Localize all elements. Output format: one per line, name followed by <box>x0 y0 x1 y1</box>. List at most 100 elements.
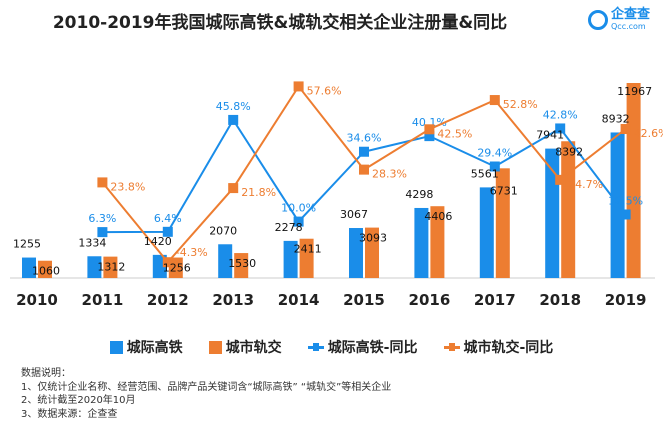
point-marker <box>359 146 369 157</box>
bar-value-label: 2278 <box>275 221 303 234</box>
yoy-label: 6.3% <box>88 212 116 225</box>
bar-urban-rail <box>430 206 445 278</box>
yoy-label: 28.3% <box>372 168 407 181</box>
bar-urban-rail <box>299 238 314 278</box>
note-line: 数据说明： <box>21 368 71 379</box>
logo-domain: Qcc.com <box>611 22 646 31</box>
bar-intercity <box>218 244 233 278</box>
bar-intercity <box>283 240 298 278</box>
legend-label: 城际高铁 <box>126 340 183 356</box>
bar-urban-rail <box>38 260 52 278</box>
yoy-label: 12.5% <box>608 195 643 208</box>
x-tick-label: 2015 <box>343 291 385 309</box>
bar-value-label: 1256 <box>163 262 191 275</box>
bar-value-label: 1420 <box>144 235 172 248</box>
yoy-label: 23.8% <box>110 180 145 193</box>
x-tick-label: 2019 <box>605 291 647 309</box>
legend: 城际高铁 城市轨交 城际高铁-同比 城市轨交-同比 <box>0 337 663 357</box>
note-line: 1、仅统计企业名称、经营范围、品牌产品关键词含“城际高铁” “城轨交”等相关企业 <box>21 381 392 393</box>
yoy-label: 57.6% <box>307 84 342 97</box>
bar-intercity <box>349 228 363 278</box>
plot-area: 2010 2011 2012 2013 2014 2015 2016 2017 2018 2019… <box>10 81 663 309</box>
x-tick-label: 2014 <box>278 291 320 309</box>
logo-name: 企查查 <box>611 7 651 22</box>
legend-item: 城市轨交-同比 <box>443 337 554 357</box>
legend-swatch <box>109 340 123 354</box>
point-marker <box>228 183 239 194</box>
point-marker <box>489 95 500 106</box>
point-marker <box>359 164 369 175</box>
bar-intercity <box>414 207 429 278</box>
point-marker <box>97 177 108 188</box>
yoy-label: 42.6% <box>634 127 663 140</box>
point-marker <box>97 227 108 238</box>
bar-value-label: 1060 <box>32 265 60 278</box>
bar-value-label: 6731 <box>490 184 518 197</box>
legend-swatch <box>307 342 324 351</box>
bar-value-label: 8932 <box>602 112 630 125</box>
legend-label: 城市轨交 <box>225 340 282 356</box>
yoy-label: 21.8% <box>241 186 276 199</box>
point-marker <box>489 161 500 172</box>
bar-value-label: 11967 <box>617 85 652 98</box>
point-marker <box>424 124 435 135</box>
bar-value-label: 5561 <box>471 167 499 180</box>
bar-urban-rail <box>365 227 379 278</box>
point-marker <box>424 131 435 142</box>
logo-icon <box>588 9 608 30</box>
qcc-logo: 企查查 Qcc.com <box>588 8 650 31</box>
bar-value-label: 1334 <box>78 236 106 249</box>
yoy-label: 34.6% <box>347 132 382 145</box>
bar-value-label: 2411 <box>294 243 322 256</box>
bar-value-label: 1255 <box>13 238 41 251</box>
bar-value-label: 1312 <box>97 261 125 274</box>
legend-swatch <box>208 340 222 354</box>
x-tick-label: 2010 <box>16 291 58 309</box>
bar-intercity <box>479 187 494 278</box>
legend-label: 城际高铁-同比 <box>327 340 418 356</box>
point-marker <box>620 209 631 220</box>
legend-item: 城际高铁 <box>109 337 183 357</box>
yoy-label: 42.8% <box>543 108 578 121</box>
point-marker <box>293 216 304 227</box>
legend-swatch <box>443 342 460 351</box>
yoy-label: 29.4% <box>477 147 512 160</box>
point-marker <box>555 123 566 134</box>
x-tick-label: 2013 <box>212 291 254 309</box>
point-marker <box>228 114 239 125</box>
note-line: 2、统计截至2020年10月 <box>21 395 136 406</box>
x-tick-label: 2011 <box>82 291 124 309</box>
bar-urban-rail <box>495 168 510 278</box>
bar-intercity <box>22 257 36 278</box>
yoy-label: 42.5% <box>437 127 472 140</box>
point-marker <box>620 124 631 135</box>
legend-item: 城市轨交 <box>208 337 282 357</box>
legend-label: 城市轨交-同比 <box>463 340 554 356</box>
yoy-label: -4.3% <box>176 246 208 259</box>
bar-urban-rail <box>561 141 576 278</box>
bar-value-label: 4298 <box>405 188 433 201</box>
yoy-label: 24.7% <box>568 178 603 191</box>
bar-intercity <box>87 256 102 278</box>
bar-urban-rail <box>103 256 118 278</box>
bar-value-label: 1530 <box>228 257 256 270</box>
bar-intercity <box>545 148 560 278</box>
bar-value-label: 4406 <box>424 210 452 223</box>
note-line: 3、数据来源：企查查 <box>21 408 118 420</box>
bar-urban-rail <box>234 253 249 278</box>
legend-item: 城际高铁-同比 <box>307 337 418 357</box>
bar-value-label: 8392 <box>555 145 583 158</box>
bar-value-label: 3093 <box>359 232 387 245</box>
point-marker <box>162 226 173 237</box>
bar-value-label: 7941 <box>536 129 564 142</box>
point-marker <box>162 257 173 268</box>
data-notes: 数据说明： 1、仅统计企业名称、经营范围、品牌产品关键词含“城际高铁” “城轨交… <box>21 367 391 421</box>
bar-value-label: 3067 <box>340 208 368 221</box>
x-tick-label: 2012 <box>147 291 189 309</box>
chart-title: 2010-2019年我国城际高铁&城轨交相关企业注册量&同比 <box>52 13 508 33</box>
x-tick-label: 2018 <box>539 291 581 309</box>
x-tick-label: 2017 <box>474 291 516 309</box>
yoy-label: 52.8% <box>503 98 538 111</box>
x-tick-label: 2016 <box>409 291 451 309</box>
yoy-label: 6.4% <box>154 212 182 225</box>
